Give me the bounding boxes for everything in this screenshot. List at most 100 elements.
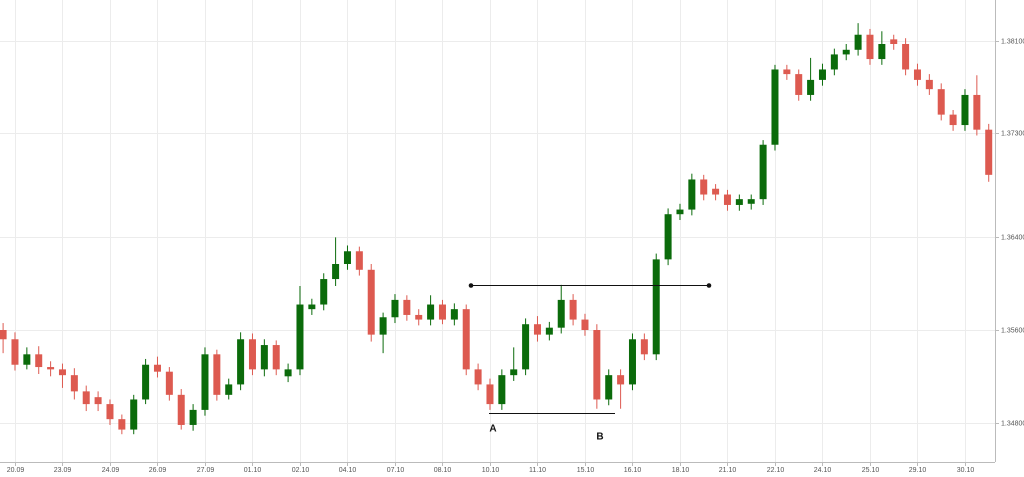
candle-body bbox=[890, 39, 898, 44]
candle-body bbox=[664, 214, 672, 260]
candle-body bbox=[189, 409, 197, 425]
x-tick-label: 30.10 bbox=[957, 467, 975, 474]
candle-body bbox=[58, 369, 66, 376]
candle-body bbox=[771, 69, 779, 145]
x-tick-label: 29.10 bbox=[909, 467, 927, 474]
candle-body bbox=[759, 144, 767, 200]
y-tick-label: 1.38100 bbox=[1001, 38, 1024, 45]
candle-body bbox=[533, 324, 541, 335]
x-tick-label: 27.09 bbox=[197, 467, 215, 474]
candle-body bbox=[510, 369, 518, 376]
candle-body bbox=[866, 34, 874, 60]
candle-body bbox=[937, 89, 945, 115]
x-tick-label: 15.10 bbox=[577, 467, 595, 474]
x-tick-label: 24.09 bbox=[102, 467, 120, 474]
candle-body bbox=[593, 330, 601, 400]
candle-body bbox=[925, 79, 933, 90]
candle-body bbox=[486, 384, 494, 405]
candle-body bbox=[213, 354, 221, 395]
candle-body bbox=[545, 327, 553, 335]
candle-body bbox=[985, 129, 993, 175]
candle-body bbox=[818, 69, 826, 80]
x-tick-label: 02.10 bbox=[292, 467, 310, 474]
x-tick-label: 26.09 bbox=[149, 467, 167, 474]
line-endpoint bbox=[706, 283, 712, 288]
candle-body bbox=[652, 259, 660, 355]
candle-body bbox=[130, 399, 138, 430]
candle-body bbox=[225, 384, 233, 395]
x-tick-label: 20.09 bbox=[7, 467, 25, 474]
candle-body bbox=[343, 251, 351, 264]
x-tick-label: 04.10 bbox=[339, 467, 357, 474]
annotation: A bbox=[489, 424, 496, 435]
candle-body bbox=[0, 330, 7, 340]
candle-body bbox=[462, 309, 470, 370]
candle-body bbox=[569, 299, 577, 320]
candle-body bbox=[498, 375, 506, 405]
candle-body bbox=[403, 299, 411, 315]
candle-body bbox=[332, 264, 340, 280]
x-tick-label: 11.10 bbox=[529, 467, 546, 474]
candle-body bbox=[35, 354, 43, 368]
x-tick-label: 01.10 bbox=[244, 467, 262, 474]
candle-body bbox=[427, 304, 435, 320]
candle-body bbox=[842, 49, 850, 55]
candle-body bbox=[284, 369, 292, 377]
candle-body bbox=[450, 309, 458, 320]
candle-body bbox=[320, 279, 328, 305]
candle-body bbox=[237, 339, 245, 385]
x-tick-label: 08.10 bbox=[434, 467, 452, 474]
candle-body bbox=[248, 339, 256, 370]
candle-body bbox=[260, 345, 268, 370]
candle-body bbox=[854, 34, 862, 50]
x-tick-label: 16.10 bbox=[624, 467, 642, 474]
candle-body bbox=[902, 44, 910, 70]
candle-body bbox=[201, 354, 209, 410]
x-tick-label: 24.10 bbox=[814, 467, 832, 474]
y-tick-label: 1.37300 bbox=[1001, 130, 1024, 137]
candle-body bbox=[676, 209, 684, 215]
annotation: B bbox=[596, 432, 603, 443]
candle-body bbox=[949, 114, 957, 126]
y-tick-label: 1.35600 bbox=[1001, 327, 1024, 334]
candle-body bbox=[82, 391, 90, 405]
x-tick-label: 25.10 bbox=[862, 467, 880, 474]
x-tick-label: 21.10 bbox=[719, 467, 737, 474]
x-tick-label: 07.10 bbox=[387, 467, 405, 474]
candle-body bbox=[11, 339, 19, 365]
candle-body bbox=[783, 69, 791, 75]
candle-body bbox=[961, 94, 969, 126]
candle-body bbox=[23, 354, 31, 365]
candle-body bbox=[913, 69, 921, 80]
candle-body bbox=[106, 404, 114, 420]
candle-body bbox=[795, 74, 803, 95]
candle-body bbox=[165, 371, 173, 395]
candle-body bbox=[142, 364, 150, 400]
candle-body bbox=[296, 304, 304, 370]
candle-body bbox=[617, 375, 625, 385]
candle-body bbox=[878, 44, 886, 60]
candle-body bbox=[605, 375, 613, 400]
candle-body bbox=[688, 179, 696, 210]
candle-body bbox=[438, 304, 446, 320]
candle-body bbox=[355, 251, 363, 270]
candle-body bbox=[391, 299, 399, 318]
x-tick-label: 23.09 bbox=[54, 467, 72, 474]
candle-body bbox=[474, 369, 482, 385]
candle-body bbox=[367, 269, 375, 335]
candle-body bbox=[807, 79, 815, 95]
candle-body bbox=[70, 375, 78, 392]
x-tick-label: 10.10 bbox=[482, 467, 500, 474]
candle-body bbox=[700, 179, 708, 195]
candle-body bbox=[94, 397, 102, 405]
candle-body bbox=[118, 419, 126, 430]
candle-body bbox=[272, 345, 280, 370]
x-tick-label: 22.10 bbox=[767, 467, 785, 474]
candle-body bbox=[415, 314, 423, 320]
candle-body bbox=[522, 324, 530, 370]
grid bbox=[0, 0, 995, 462]
candle-body bbox=[379, 317, 387, 335]
candle-body bbox=[628, 339, 636, 385]
